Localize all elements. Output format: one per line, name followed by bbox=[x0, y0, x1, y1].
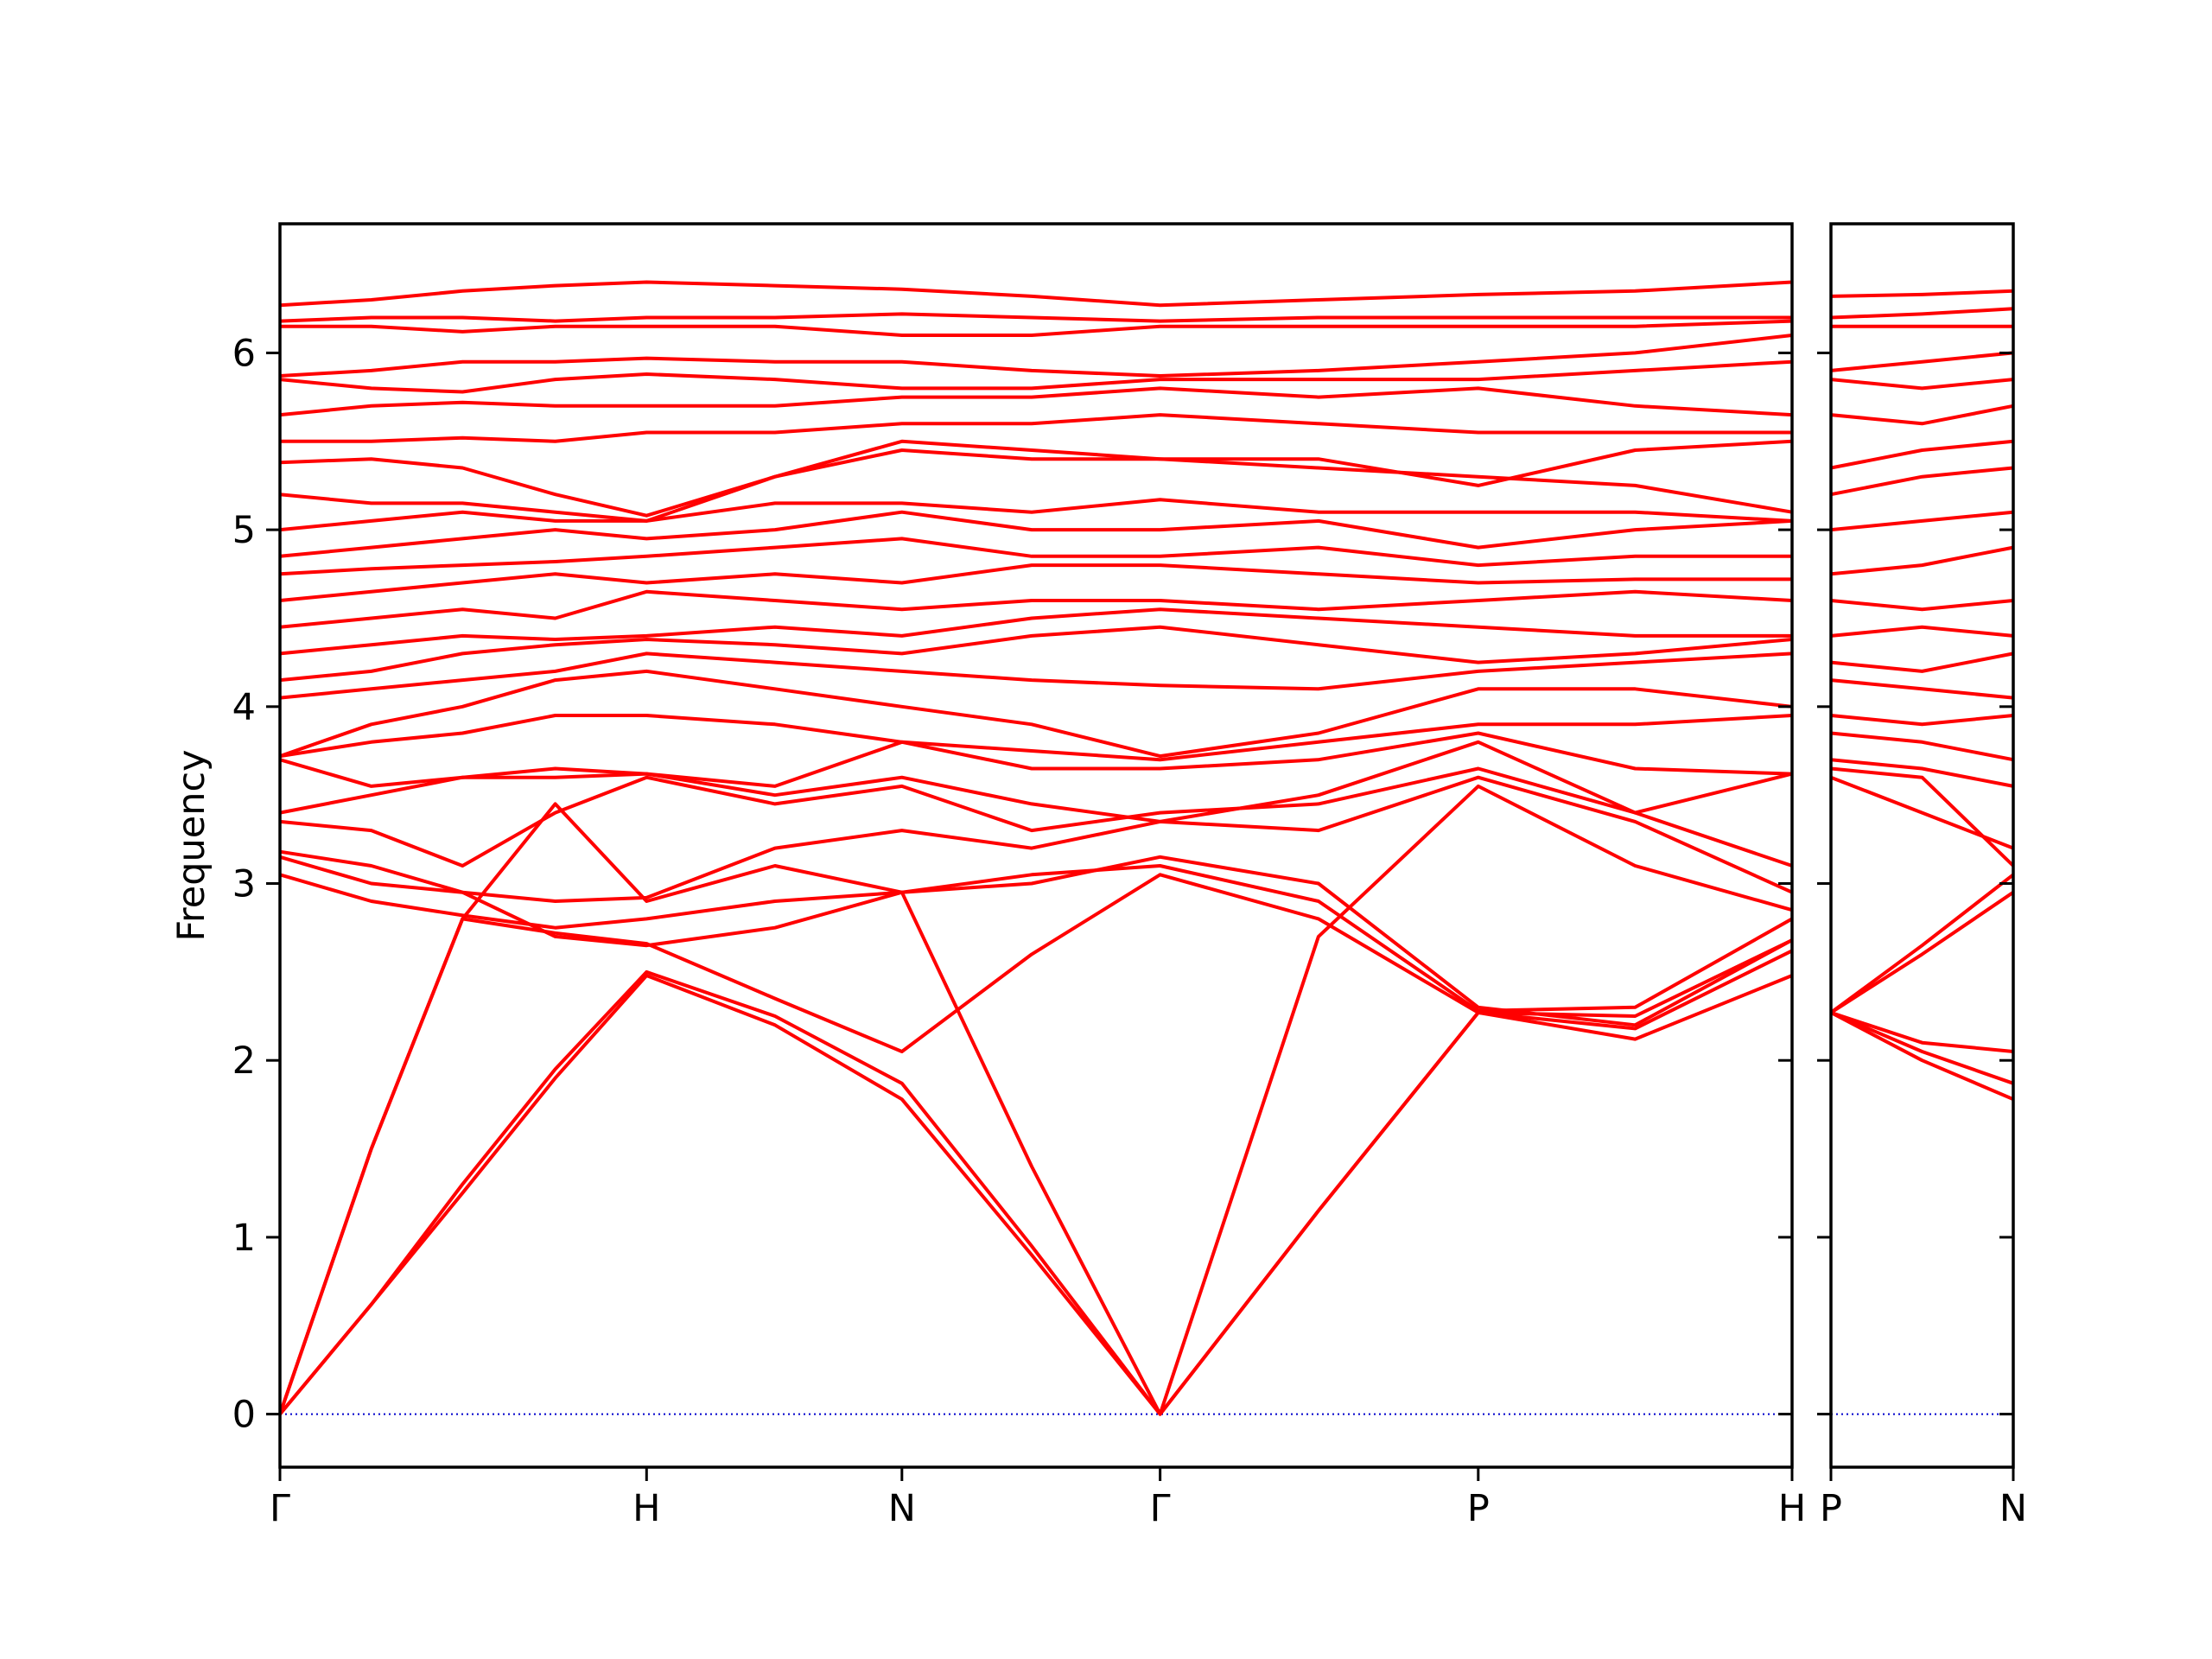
x-tick-label: Γ bbox=[270, 1487, 290, 1530]
band-line bbox=[279, 775, 1793, 903]
x-tick-label: P bbox=[1820, 1487, 1842, 1530]
band-line bbox=[279, 652, 1793, 700]
band-line bbox=[279, 563, 1792, 602]
band-line bbox=[279, 439, 1793, 518]
band-line bbox=[1830, 678, 2014, 700]
band-line bbox=[279, 280, 1793, 308]
band-line bbox=[1830, 731, 2014, 762]
y-tick-label: 1 bbox=[232, 1217, 256, 1260]
band-line bbox=[1829, 891, 2015, 1014]
band-line bbox=[279, 669, 1793, 759]
band-line bbox=[279, 537, 1792, 576]
band-line bbox=[1830, 378, 2014, 391]
band-line bbox=[1830, 1011, 2014, 1102]
band-line bbox=[279, 855, 1793, 1027]
y-tick-label: 4 bbox=[232, 686, 256, 729]
band-line bbox=[1830, 652, 2014, 673]
band-line bbox=[279, 386, 1793, 417]
x-tick-label: P bbox=[1467, 1487, 1490, 1530]
band-line bbox=[1829, 873, 2015, 1014]
band-line bbox=[279, 714, 1793, 762]
y-tick-label: 6 bbox=[232, 332, 256, 375]
band-line bbox=[279, 312, 1792, 323]
band-line bbox=[278, 949, 1793, 1416]
plot-frame bbox=[1829, 222, 2015, 1469]
band-line bbox=[279, 498, 1793, 532]
band-line bbox=[1830, 758, 2014, 788]
band-line bbox=[1830, 439, 2014, 470]
y-tick-label: 0 bbox=[232, 1394, 256, 1437]
band-line bbox=[279, 625, 1793, 683]
band-line bbox=[1830, 289, 2014, 298]
x-tick-label: H bbox=[1778, 1487, 1806, 1530]
band-line bbox=[278, 974, 1793, 1416]
y-tick-label: 2 bbox=[232, 1039, 256, 1083]
band-line bbox=[1830, 1011, 2014, 1085]
band-line bbox=[1830, 545, 2014, 576]
band-line bbox=[1830, 599, 2014, 612]
x-tick-label: Γ bbox=[1150, 1487, 1171, 1530]
band-line bbox=[279, 589, 1793, 629]
band-line bbox=[279, 607, 1792, 656]
band-line bbox=[279, 766, 1793, 868]
y-tick-label: 3 bbox=[232, 863, 256, 906]
band-line bbox=[278, 784, 1793, 1416]
plot-frame bbox=[278, 222, 1794, 1469]
band-line bbox=[1830, 404, 2014, 426]
band-line bbox=[1830, 307, 2014, 320]
band-line bbox=[1830, 766, 2015, 868]
x-tick-label: H bbox=[632, 1487, 660, 1530]
band-line bbox=[279, 448, 1793, 523]
band-line bbox=[279, 510, 1793, 558]
y-tick-label: 5 bbox=[232, 509, 256, 552]
band-line bbox=[1830, 466, 2014, 497]
x-tick-label: N bbox=[1999, 1487, 2027, 1530]
band-line bbox=[279, 359, 1793, 394]
band-line bbox=[1830, 510, 2014, 532]
y-axis-label: Frequency bbox=[170, 749, 213, 941]
band-line bbox=[278, 873, 1793, 1415]
band-line bbox=[1830, 1011, 2014, 1053]
band-line bbox=[1830, 351, 2014, 372]
band-line bbox=[280, 319, 1793, 337]
band-line bbox=[279, 855, 1793, 1013]
band-line bbox=[280, 413, 1792, 443]
band-line bbox=[279, 334, 1793, 378]
x-tick-label: N bbox=[888, 1487, 916, 1530]
band-line bbox=[1830, 625, 2014, 638]
band-line bbox=[1830, 714, 2014, 727]
